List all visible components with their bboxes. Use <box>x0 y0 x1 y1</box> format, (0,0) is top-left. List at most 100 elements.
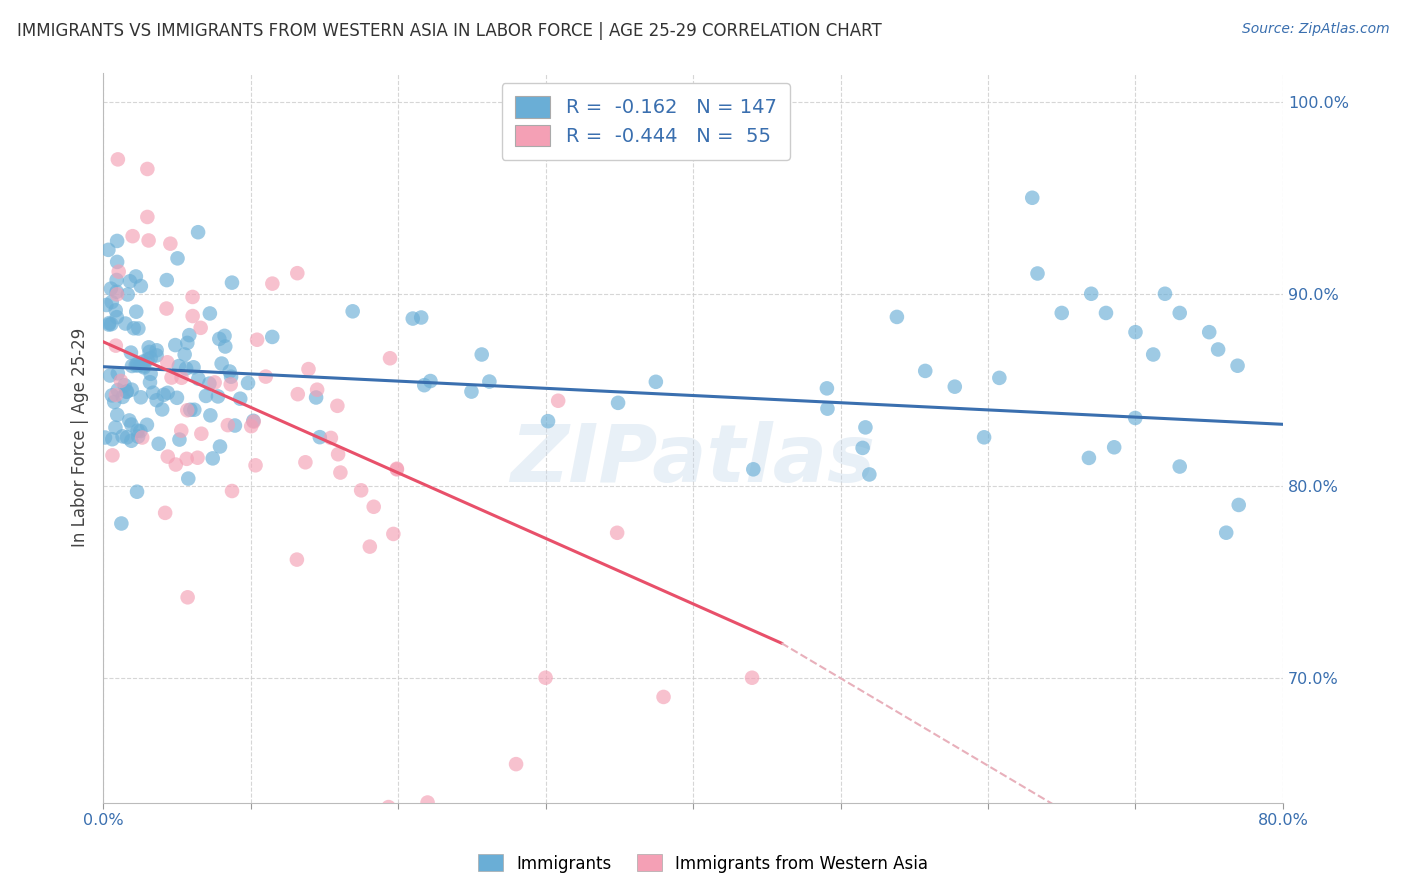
Point <box>329 466 352 480</box>
Point <box>155 301 177 316</box>
Point <box>105 273 128 287</box>
Point <box>159 236 181 251</box>
Point <box>262 277 284 291</box>
Point <box>107 153 129 167</box>
Text: IMMIGRANTS VS IMMIGRANTS FROM WESTERN ASIA IN LABOR FORCE | AGE 25-29 CORRELATIO: IMMIGRANTS VS IMMIGRANTS FROM WESTERN AS… <box>17 22 882 40</box>
Point <box>129 279 152 293</box>
Point <box>139 367 162 381</box>
Point <box>1123 411 1146 425</box>
Point <box>236 376 259 390</box>
Point <box>607 396 630 410</box>
Point <box>110 516 132 531</box>
Point <box>136 352 159 367</box>
Point <box>973 430 995 444</box>
Point <box>145 343 167 358</box>
Point <box>308 430 330 444</box>
Point <box>132 354 155 368</box>
Point <box>114 317 136 331</box>
Point <box>127 424 149 438</box>
Point <box>105 285 128 299</box>
Point <box>129 424 152 438</box>
Point <box>105 408 128 422</box>
Point <box>156 450 179 464</box>
Point <box>411 310 433 325</box>
Point <box>181 290 204 304</box>
Point <box>145 393 167 408</box>
Point <box>534 671 557 685</box>
Point <box>378 351 401 366</box>
Point <box>1168 306 1191 320</box>
Text: ZIPatlas: ZIPatlas <box>510 421 876 499</box>
Point <box>153 388 176 402</box>
Point <box>208 332 231 346</box>
Point <box>218 364 240 378</box>
Point <box>1102 440 1125 454</box>
Point <box>132 360 155 375</box>
Point <box>319 431 342 445</box>
Point <box>413 378 436 392</box>
Point <box>547 393 569 408</box>
Point <box>131 430 153 444</box>
Point <box>101 432 124 446</box>
Point <box>852 441 875 455</box>
Point <box>471 347 494 361</box>
Point <box>200 409 222 423</box>
Point <box>416 796 439 810</box>
Point <box>359 540 381 554</box>
Point <box>129 390 152 404</box>
Point <box>127 321 149 335</box>
Point <box>176 403 198 417</box>
Point <box>217 418 239 433</box>
Point <box>187 225 209 239</box>
Point <box>139 351 162 365</box>
Point <box>110 374 132 388</box>
Point <box>170 424 193 438</box>
Point <box>121 229 143 244</box>
Point <box>886 310 908 324</box>
Point <box>1227 498 1250 512</box>
Point <box>142 385 165 400</box>
Point <box>460 384 482 399</box>
Point <box>125 484 148 499</box>
Point <box>148 437 170 451</box>
Point <box>139 376 162 390</box>
Point <box>100 295 122 310</box>
Point <box>402 311 425 326</box>
Point <box>644 375 666 389</box>
Point <box>114 378 136 392</box>
Point <box>741 671 763 685</box>
Point <box>120 417 142 432</box>
Point <box>118 274 141 288</box>
Point <box>156 273 179 287</box>
Point <box>174 361 197 376</box>
Point <box>219 369 242 384</box>
Point <box>105 287 128 301</box>
Point <box>138 340 160 354</box>
Point <box>419 374 441 388</box>
Point <box>377 800 399 814</box>
Point <box>100 317 122 331</box>
Point <box>104 303 127 318</box>
Point <box>150 402 173 417</box>
Point <box>138 234 160 248</box>
Point <box>120 345 142 359</box>
Point <box>165 338 187 352</box>
Point <box>190 321 212 335</box>
Point <box>104 388 127 402</box>
Point <box>125 269 148 284</box>
Point <box>132 359 155 373</box>
Point <box>194 389 217 403</box>
Point <box>166 252 188 266</box>
Point <box>156 385 179 400</box>
Point <box>100 282 122 296</box>
Point <box>505 757 527 772</box>
Point <box>121 359 143 373</box>
Point <box>105 234 128 248</box>
Point <box>305 391 328 405</box>
Point <box>914 364 936 378</box>
Point <box>105 310 128 325</box>
Point <box>478 375 501 389</box>
Point <box>127 359 149 373</box>
Point <box>652 690 675 704</box>
Point <box>1215 525 1237 540</box>
